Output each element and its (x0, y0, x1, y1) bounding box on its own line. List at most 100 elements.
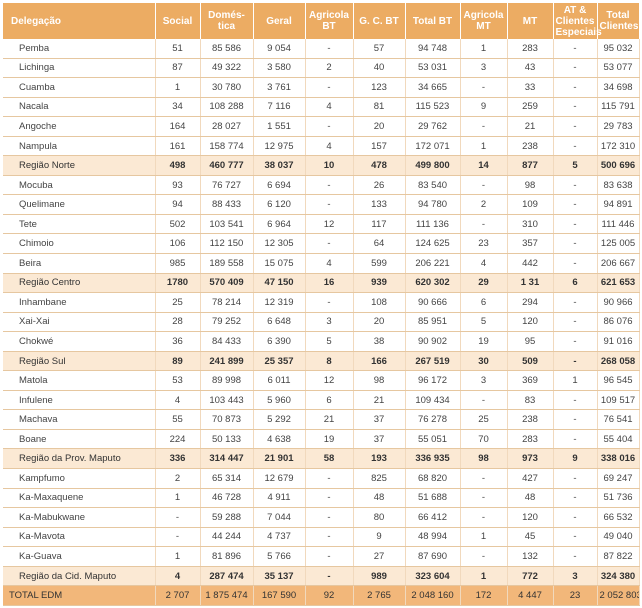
geral-value: 12 679 (253, 468, 306, 489)
gc-bt-value: 133 (353, 194, 406, 215)
mt-value: 509 (507, 351, 554, 372)
mt-value: 48 (507, 488, 554, 509)
total-bt-value: 94 780 (405, 194, 461, 215)
geral-value: 15 075 (253, 253, 306, 274)
agricola-mt-value: 4 (460, 253, 508, 274)
gc-bt-value: 939 (353, 273, 406, 294)
agricola-mt-value: 1 (460, 136, 508, 157)
geral-value: 9 054 (253, 39, 306, 59)
agricola-mt-value: 172 (460, 585, 508, 606)
gc-bt-value: 108 (353, 292, 406, 313)
total-clientes-value: 51 736 (597, 488, 640, 509)
geral-value: 6 390 (253, 331, 306, 352)
geral-value: 3 761 (253, 77, 306, 98)
table-row: Angoche 164 28 027 1 551-20 29 762-21-29 783 (3, 116, 640, 137)
geral-value: 6 648 (253, 312, 306, 333)
table-row: Nampula 161 158 774 12 975 4 157 172 071 1 238-1… (3, 136, 640, 157)
at-clientes-especiais-value: - (553, 136, 598, 157)
domestica-value: 30 780 (200, 77, 254, 98)
total-clientes-value: 90 966 (597, 292, 640, 313)
total-bt-value: 323 604 (405, 566, 461, 587)
gc-bt-value: 98 (353, 370, 406, 391)
table-row: Nacala 34 108 288 7 116 4 81 115 523 9 259-115 7… (3, 97, 640, 118)
delegation-name: Tete (3, 214, 156, 235)
geral-value: 4 737 (253, 527, 306, 548)
agricola-mt-value: 29 (460, 273, 508, 294)
delegation-name: Mocuba (3, 175, 156, 196)
agricola-mt-value: 5 (460, 312, 508, 333)
domestica-value: 241 899 (200, 351, 254, 372)
delegation-name: Beira (3, 253, 156, 274)
geral-value: 35 137 (253, 566, 306, 587)
delegation-name: Região Sul (3, 351, 156, 372)
geral-value: 6 694 (253, 175, 306, 196)
social-value: 94 (155, 194, 201, 215)
total-clientes-value: 29 783 (597, 116, 640, 137)
total-clientes-value: 49 040 (597, 527, 640, 548)
mt-value: 877 (507, 155, 554, 176)
domestica-value: 287 474 (200, 566, 254, 587)
table-row: Mocuba 93 76 727 6 694-26 83 540-98-83 638 (3, 175, 640, 196)
at-clientes-especiais-value: - (553, 97, 598, 118)
agricola-bt-value: - (305, 488, 354, 509)
total-bt-value: 29 762 (405, 116, 461, 137)
domestica-value: 78 214 (200, 292, 254, 313)
domestica-value: 108 288 (200, 97, 254, 118)
delegation-name: Infulene (3, 390, 156, 411)
at-clientes-especiais-value: 9 (553, 448, 598, 470)
social-value: 2 (155, 468, 201, 489)
delegation-name: Chokwé (3, 331, 156, 352)
mt-value: 238 (507, 409, 554, 430)
delegation-name: Nampula (3, 136, 156, 157)
table-row: Infulene 4 103 443 5 960 6 21 109 434-83-109 5… (3, 390, 640, 411)
agricola-mt-value: 98 (460, 448, 508, 470)
mt-value: 1 31 (507, 273, 554, 294)
table-body: Pemba 51 85 586 9 054-57 94 748 1 283-95 032 Li… (3, 39, 640, 606)
agricola-bt-value: 10 (305, 155, 354, 176)
total-clientes-value: 53 077 (597, 58, 640, 79)
mt-value: 98 (507, 175, 554, 196)
gc-bt-value: 64 (353, 233, 406, 255)
total-bt-value: 499 800 (405, 155, 461, 176)
total-bt-value: 90 666 (405, 292, 461, 313)
agricola-mt-value: 14 (460, 155, 508, 176)
delegation-name: Região da Cid. Maputo (3, 566, 156, 587)
gc-bt-value: 599 (353, 253, 406, 274)
header-geral: Geral (253, 3, 306, 39)
agricola-bt-value: - (305, 116, 354, 137)
geral-value: 6 120 (253, 194, 306, 215)
agricola-bt-value: 58 (305, 448, 354, 470)
agricola-mt-value: - (460, 390, 508, 411)
mt-value: 43 (507, 58, 554, 79)
at-clientes-especiais-value: 23 (553, 585, 598, 606)
total-clientes-value: 338 016 (597, 448, 640, 470)
domestica-value: 65 314 (200, 468, 254, 489)
header-at-clientes-especiais: AT & Clientes Especiais (553, 3, 602, 39)
mt-value: 83 (507, 390, 554, 411)
table-row: Ka-Mabukwane -59 288 7 044-80 66 412-120-66… (3, 507, 640, 528)
table-row: Machava 55 70 873 5 292 21 37 76 278 25 238-76 5… (3, 409, 640, 430)
agricola-bt-value: - (305, 233, 354, 255)
total-clientes-value: 34 698 (597, 77, 640, 98)
geral-value: 5 292 (253, 409, 306, 430)
agricola-bt-value: - (305, 39, 354, 59)
gc-bt-value: 80 (353, 507, 406, 528)
total-clientes-value: 83 638 (597, 175, 640, 196)
agricola-bt-value: - (305, 566, 354, 587)
table-row: Chimoio 106 112 150 12 305-64 124 625 23 357-1… (3, 233, 640, 255)
gc-bt-value: 37 (353, 429, 406, 450)
at-clientes-especiais-value: - (553, 233, 598, 255)
total-clientes-value: 96 545 (597, 370, 640, 391)
total-bt-value: 66 412 (405, 507, 461, 528)
domestica-value: 81 896 (200, 546, 254, 567)
mt-value: 369 (507, 370, 554, 391)
agricola-bt-value: - (305, 175, 354, 196)
agricola-bt-value: 21 (305, 409, 354, 430)
geral-value: 6 964 (253, 214, 306, 235)
agricola-mt-value: 1 (460, 527, 508, 548)
table-row: Ka-Maxaquene 1 46 728 4 911-48 51 688-48-51 … (3, 488, 640, 509)
total-clientes-value: 621 653 (597, 273, 640, 294)
table-row: Ka-Guava 1 81 896 5 766-27 87 690-132-87 822 (3, 546, 640, 567)
agricola-bt-value: 4 (305, 253, 354, 274)
total-bt-value: 53 031 (405, 58, 461, 79)
